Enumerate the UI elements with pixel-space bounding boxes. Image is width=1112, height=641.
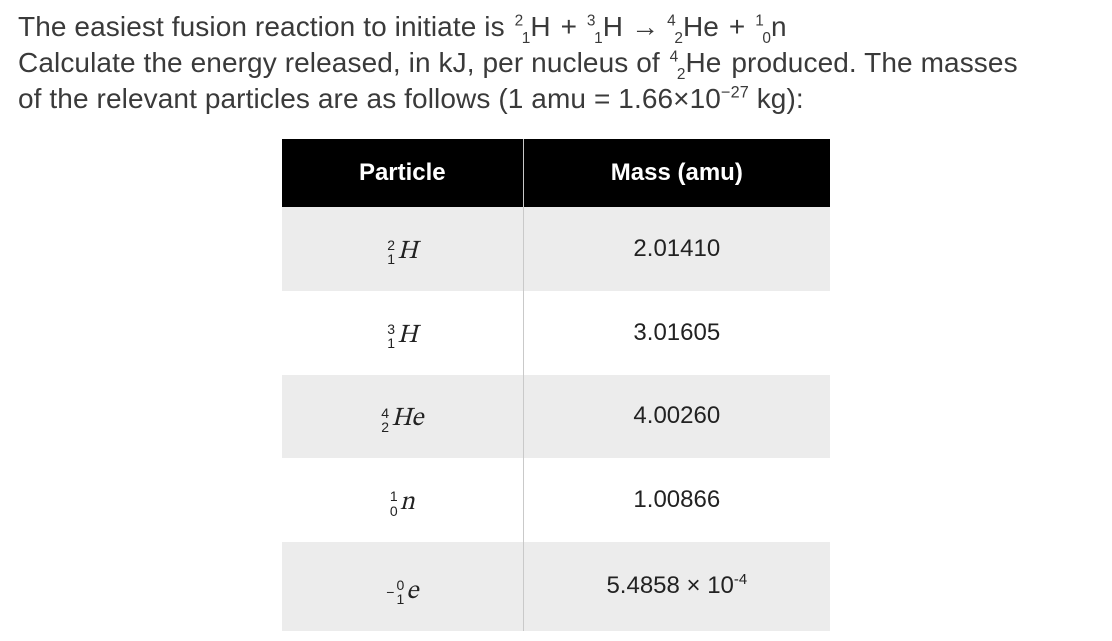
cell-mass: 2.01410: [523, 207, 830, 291]
table-row: 42He 4.00260: [282, 375, 830, 459]
cell-mass: 4.00260: [523, 375, 830, 459]
col-header-particle: Particle: [282, 139, 523, 207]
nuclide-1n: 10n: [755, 10, 787, 46]
particle-isotope: 31H: [387, 320, 417, 353]
question-text: The easiest fusion reaction to initiate …: [18, 10, 1094, 115]
plus-1: +: [553, 11, 585, 42]
table-row: 10n 1.00866: [282, 458, 830, 542]
table-container: Particle Mass (amu) 21H 2.01410 31H 3.01605…: [18, 139, 1094, 631]
cell-particle: 42He: [282, 375, 523, 459]
particle-isotope: −01e: [386, 576, 418, 609]
particle-isotope: 42He: [381, 403, 423, 436]
q-line3-exp: −27: [721, 84, 749, 102]
particle-isotope: 10n: [390, 487, 415, 520]
q-line2-pre: Calculate the energy released, in kJ, pe…: [18, 47, 668, 78]
q-line3-pre: of the relevant particles are as follows…: [18, 83, 721, 114]
cell-particle: 31H: [282, 291, 523, 375]
table-row: 21H 2.01410: [282, 207, 830, 291]
q-line3-post: kg):: [749, 83, 804, 114]
cell-mass: 1.00866: [523, 458, 830, 542]
nuclide-2h: 21H: [515, 10, 551, 46]
cell-particle: 10n: [282, 458, 523, 542]
cell-particle: 21H: [282, 207, 523, 291]
cell-mass: 5.4858 × 10-4: [523, 542, 830, 631]
q-line1-pre: The easiest fusion reaction to initiate …: [18, 11, 513, 42]
mass-table: Particle Mass (amu) 21H 2.01410 31H 3.01605…: [282, 139, 830, 631]
table-row: −01e 5.4858 × 10-4: [282, 542, 830, 631]
nuclide-4he-b: 42He: [670, 46, 722, 82]
plus-2: +: [721, 11, 753, 42]
cell-mass: 3.01605: [523, 291, 830, 375]
q-line2-post: produced. The masses: [723, 47, 1017, 78]
page-root: The easiest fusion reaction to initiate …: [0, 0, 1112, 641]
nuclide-4he-a: 42He: [667, 10, 719, 46]
nuclide-3h: 31H: [587, 10, 623, 46]
reaction-arrow: →: [631, 10, 659, 43]
col-header-mass: Mass (amu): [523, 139, 830, 207]
table-header-row: Particle Mass (amu): [282, 139, 830, 207]
cell-particle: −01e: [282, 542, 523, 631]
table-row: 31H 3.01605: [282, 291, 830, 375]
particle-isotope: 21H: [387, 236, 417, 269]
